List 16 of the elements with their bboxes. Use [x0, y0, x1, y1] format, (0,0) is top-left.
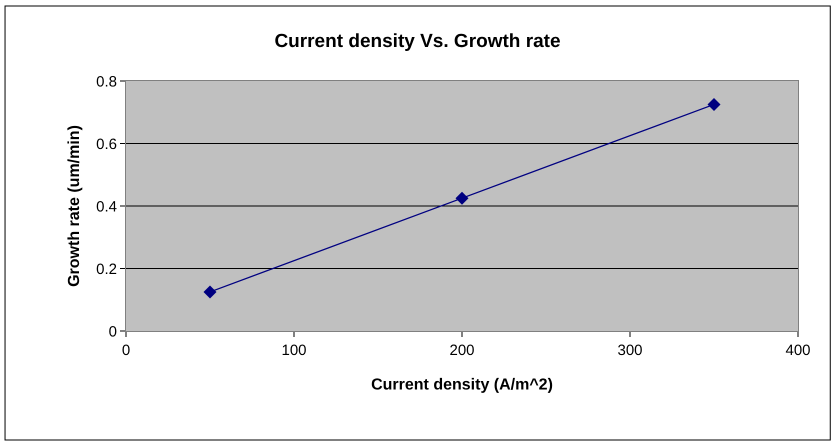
- y-tick-label: 0.6: [96, 136, 117, 153]
- x-tick-label: 100: [281, 342, 307, 359]
- x-tick-label: 300: [617, 342, 643, 359]
- y-tick-label: 0.2: [96, 260, 117, 278]
- y-tick-label: 0.4: [96, 198, 117, 216]
- x-tick-label: 200: [449, 342, 475, 359]
- y-axis-title: Growth rate (um/min): [66, 125, 84, 287]
- point: [204, 285, 216, 298]
- x-axis-title: Current density (A/m^2): [371, 376, 553, 394]
- chart-title: Current density Vs. Growth rate: [274, 30, 561, 52]
- y-tick-label: 0: [108, 323, 117, 340]
- y-tick-label: 0.8: [96, 73, 117, 90]
- point: [456, 192, 468, 205]
- x-tick-label: 400: [785, 342, 811, 359]
- x-tick-label: 0: [122, 342, 130, 359]
- point: [708, 98, 720, 111]
